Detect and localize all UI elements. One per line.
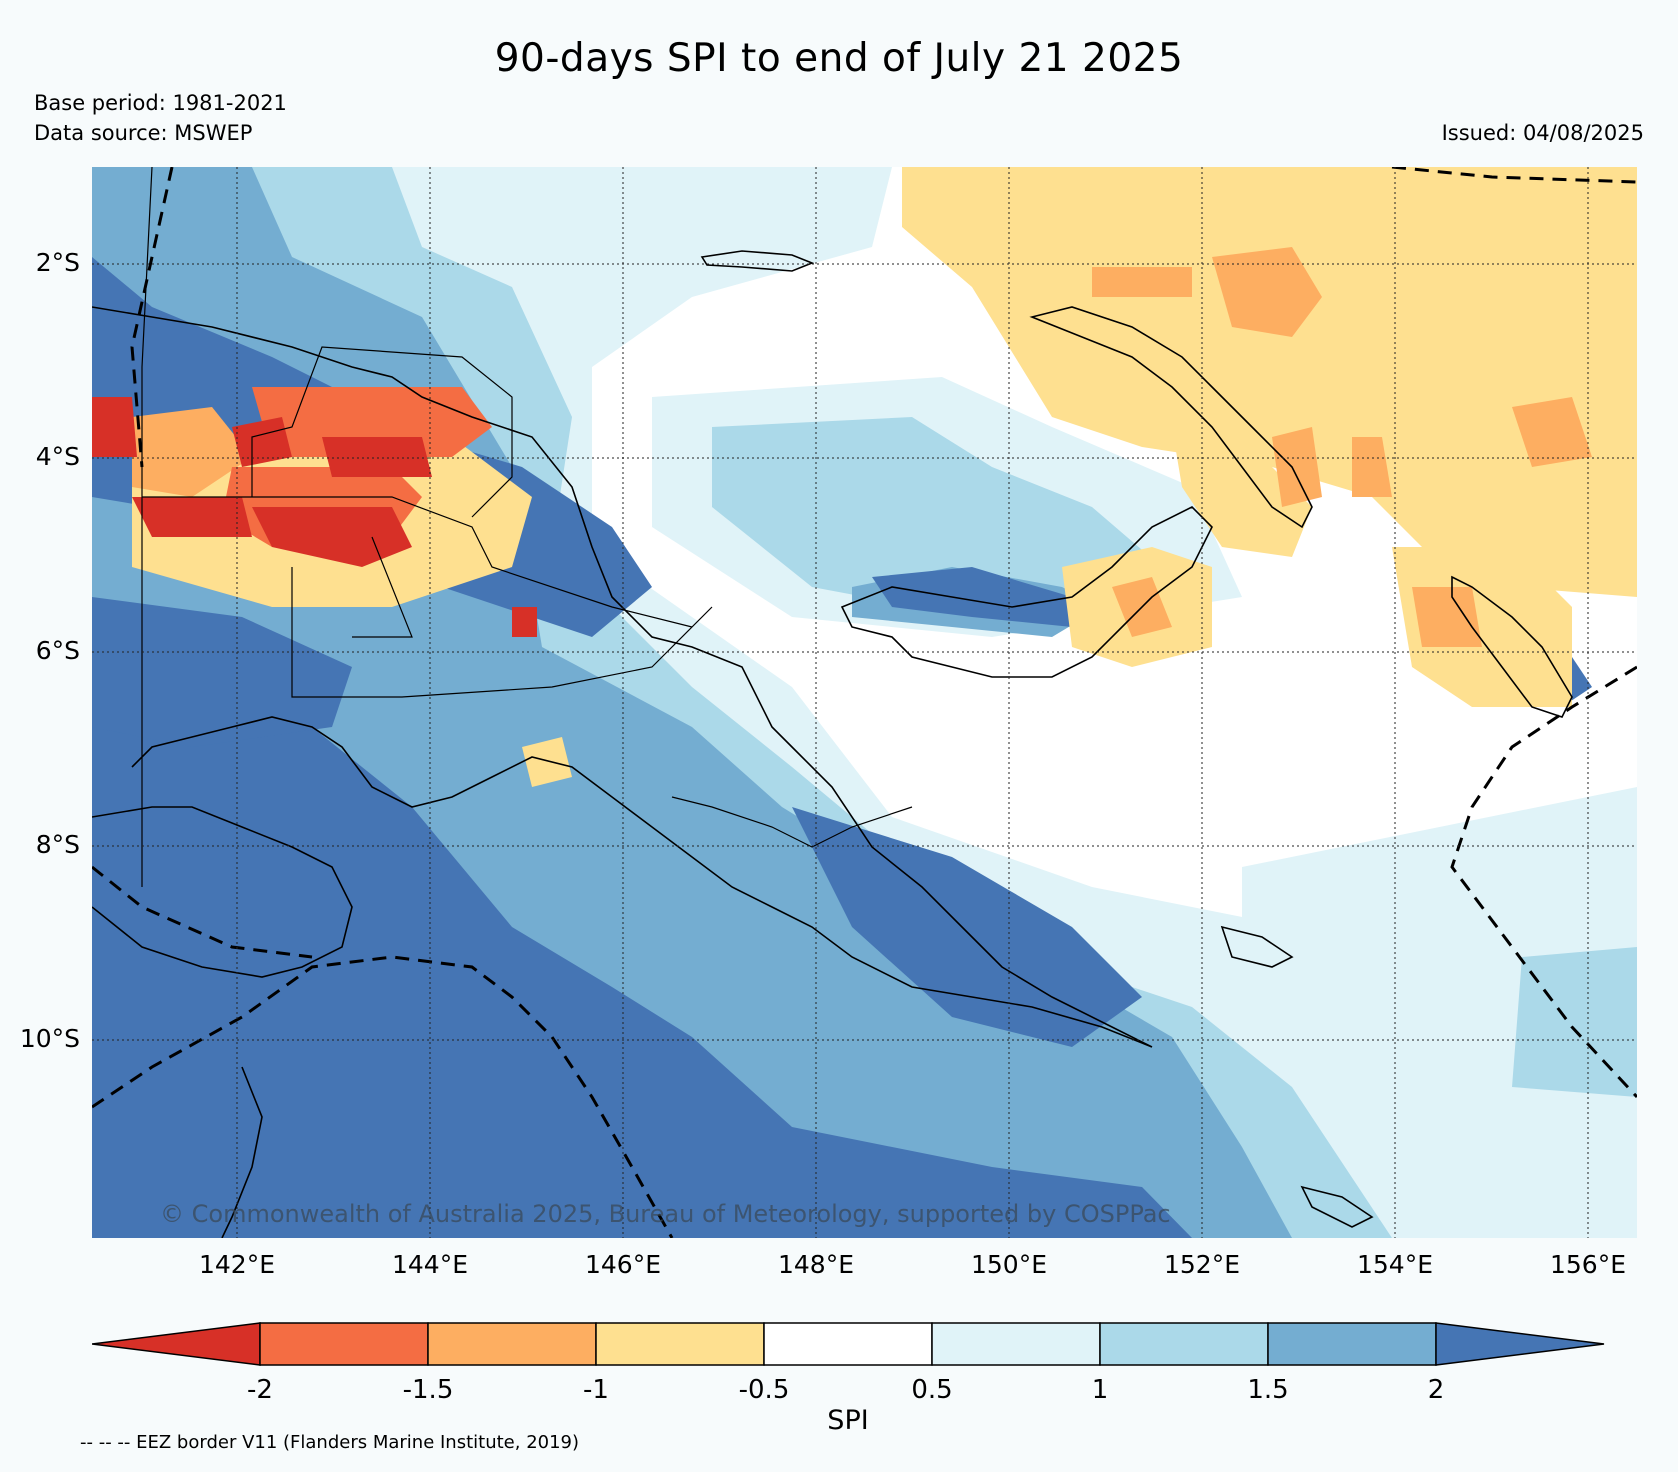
spi-zone-dry-moderate-spot bbox=[522, 737, 572, 787]
lat-label-2s: 2°S bbox=[35, 248, 80, 277]
lon-label-142e: 142°E bbox=[198, 1250, 276, 1279]
colorbar-extend-high bbox=[1435, 1322, 1605, 1366]
colorbar-tick-label: -1 bbox=[583, 1375, 609, 1405]
spi-zone-dry-extreme-1 bbox=[92, 397, 137, 457]
spi-zone-dry-extreme-3 bbox=[252, 507, 412, 567]
spi-zone-dry-moderate-northeast bbox=[902, 167, 1637, 597]
lon-label-152e: 152°E bbox=[1163, 1250, 1241, 1279]
spi-zone-dry-strong-4 bbox=[1352, 437, 1392, 497]
coastlines bbox=[92, 250, 1573, 1238]
spi-zone-dry-extreme-6 bbox=[512, 607, 537, 637]
lat-label-4s: 4°S bbox=[35, 442, 80, 471]
spi-zone-dry-strong-1 bbox=[1212, 247, 1322, 337]
province-borders bbox=[141, 167, 913, 887]
lat-label-10s: 10°S bbox=[19, 1024, 80, 1053]
colorbar-extend-low bbox=[92, 1322, 261, 1366]
spi-zone-dry-strong-7 bbox=[132, 407, 252, 497]
colorbar-segment bbox=[931, 1322, 1101, 1366]
colorbar-segment bbox=[595, 1322, 765, 1366]
copyright-credit: © Commonwealth of Australia 2025, Bureau… bbox=[160, 1200, 1171, 1228]
spi-zone-dry-strong-5 bbox=[1272, 427, 1322, 507]
lon-label-156e: 156°E bbox=[1549, 1250, 1627, 1279]
colorbar-tick-label: 2 bbox=[1427, 1375, 1445, 1405]
spi-zone-wet-extreme-north bbox=[872, 567, 1122, 627]
spi-map bbox=[92, 167, 1637, 1238]
lon-label-144e: 144°E bbox=[391, 1250, 469, 1279]
lon-label-146e: 146°E bbox=[584, 1250, 662, 1279]
spi-zone-dry-strong-3 bbox=[1512, 397, 1592, 467]
colorbar-tick-label: 1.5 bbox=[1247, 1375, 1289, 1405]
spi-zone-dry-extreme-5 bbox=[322, 437, 432, 477]
colorbar-segment bbox=[1099, 1322, 1269, 1366]
spi-zone-wet-extreme-southeast bbox=[792, 807, 1142, 1047]
colorbar-tick-label: 0.5 bbox=[911, 1375, 953, 1405]
colorbar-label: SPI bbox=[827, 1405, 869, 1436]
colorbar-tick-label: -0.5 bbox=[738, 1375, 790, 1405]
colorbar-tick-label: 1 bbox=[1091, 1375, 1109, 1405]
graticule bbox=[92, 167, 1637, 1238]
colorbar-segment bbox=[427, 1322, 597, 1366]
spi-zone-wet-extreme-south bbox=[92, 687, 1192, 1238]
colorbar-segment bbox=[259, 1322, 429, 1366]
lat-label-6s: 6°S bbox=[35, 636, 80, 665]
colorbar-tick-label: -1.5 bbox=[402, 1375, 454, 1405]
colorbar-segment bbox=[1267, 1322, 1437, 1366]
spi-map-canvas bbox=[92, 167, 1637, 1238]
lon-label-154e: 154°E bbox=[1356, 1250, 1434, 1279]
map-title: 90-days SPI to end of July 21 2025 bbox=[494, 36, 1184, 81]
lat-label-8s: 8°S bbox=[35, 830, 80, 859]
spi-zone-wet-medium-east bbox=[1512, 947, 1637, 1097]
lon-label-148e: 148°E bbox=[777, 1250, 855, 1279]
spi-zone-dry-strong-2 bbox=[1092, 267, 1192, 297]
spi-zone-dry-severe-2 bbox=[252, 387, 492, 457]
base-period-text: Base period: 1981-2021 bbox=[34, 91, 287, 115]
eez-border-footnote: -- -- -- EEZ border V11 (Flanders Marine… bbox=[80, 1432, 580, 1453]
spi-zone-dry-moderate-newireland bbox=[1172, 427, 1312, 557]
spi-colorbar bbox=[92, 1322, 1605, 1366]
lon-label-150e: 150°E bbox=[970, 1250, 1048, 1279]
spi-zone-wet-medium-center bbox=[712, 417, 1162, 627]
eez-borders bbox=[92, 167, 1637, 1238]
spi-zone-dry-strong-8 bbox=[1412, 587, 1482, 647]
data-source-text: Data source: MSWEP bbox=[34, 121, 253, 145]
colorbar-segment bbox=[763, 1322, 933, 1366]
spi-zone-dry-extreme-2 bbox=[132, 497, 252, 537]
issued-date-text: Issued: 04/08/2025 bbox=[1441, 121, 1644, 145]
colorbar-tick-label: -2 bbox=[247, 1375, 273, 1405]
spi-zone-wet-extreme-west-lower bbox=[92, 597, 352, 747]
spi-zone-dry-extreme-4 bbox=[232, 417, 292, 467]
